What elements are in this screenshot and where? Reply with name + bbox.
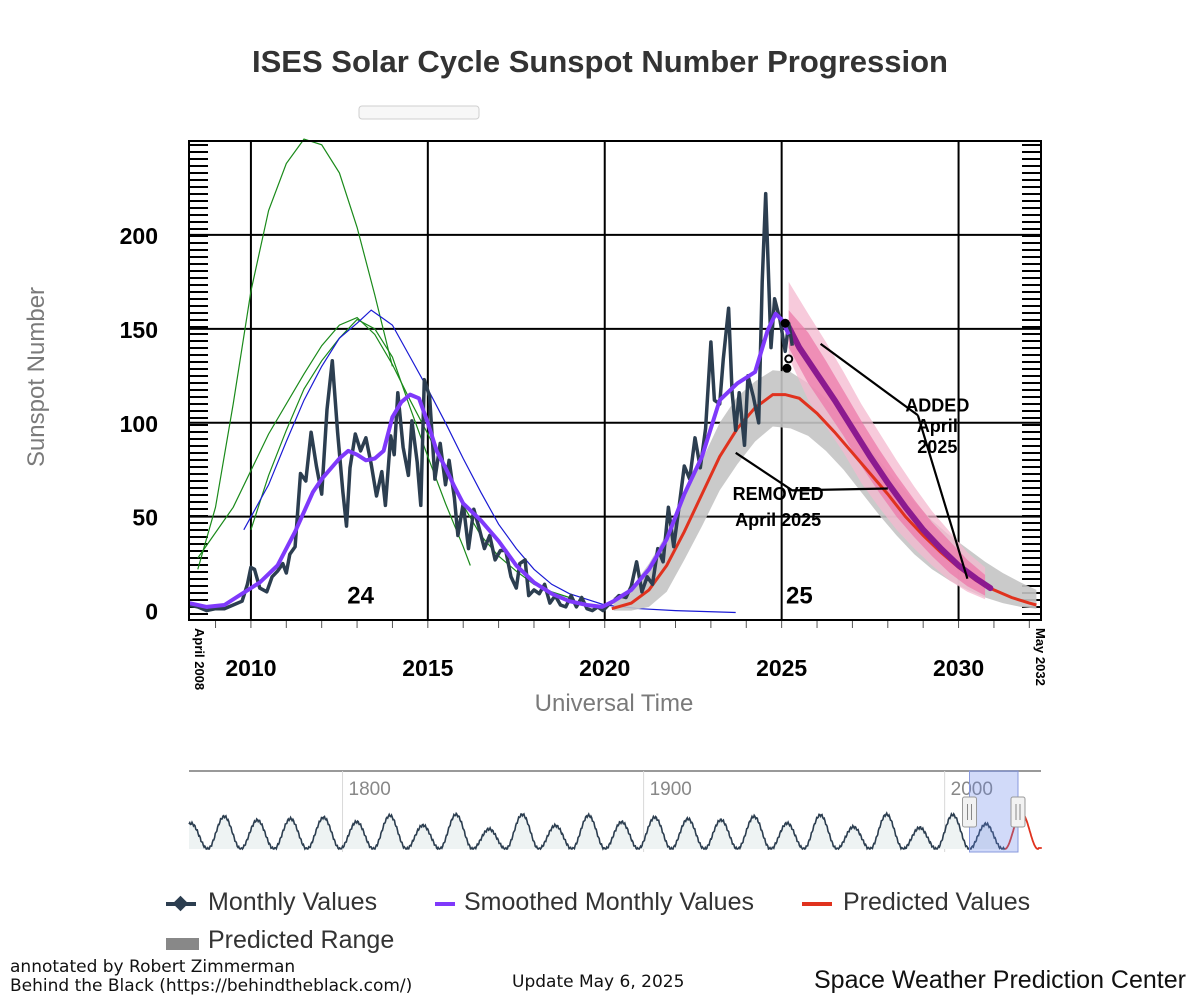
ref-blue-line [243, 309, 736, 614]
legend-predicted-range[interactable]: Predicted Range [208, 926, 395, 954]
chart-title: ISES Solar Cycle Sunspot Number Progress… [252, 44, 948, 79]
range-end-label: May 2032 [1033, 628, 1048, 686]
legend-smoothed-values[interactable]: Smoothed Monthly Values [464, 888, 754, 916]
predicted-range-band-1 [788, 281, 986, 600]
annotation-pointer [916, 414, 969, 580]
agency-name: Space Weather Prediction Center [814, 966, 1186, 994]
navigator-history-line [188, 811, 1006, 851]
ref-green-mid-line [197, 316, 570, 599]
marked-point [784, 354, 794, 364]
y-tick-label: 100 [120, 411, 158, 437]
credit-website: Behind the Black (https://behindtheblack… [10, 976, 413, 996]
navigator-year-label: 1900 [650, 779, 692, 800]
x-tick-label: 2015 [402, 655, 453, 681]
navigator-handle-right[interactable] [1010, 796, 1026, 828]
navigator-year-label: 1800 [349, 779, 391, 800]
legend-monthly-values[interactable]: Monthly Values [208, 888, 378, 916]
y-tick-label: 150 [120, 317, 158, 343]
cycle-label: 25 [786, 583, 813, 610]
predicted-range-band-2 [788, 310, 986, 596]
annotation-text: April [917, 416, 958, 436]
annotation-text: 2025 [917, 437, 957, 457]
ref-green-low-line [250, 318, 471, 566]
plot-border [188, 140, 1042, 621]
y-tick-label: 50 [132, 505, 158, 531]
navigator-handle-left[interactable] [961, 796, 977, 828]
marked-point [782, 363, 792, 373]
x-tick-label: 2030 [933, 655, 984, 681]
x-tick-label: 2020 [579, 655, 630, 681]
cycle-label: 24 [347, 583, 374, 610]
credit-annotation: annotated by Robert Zimmerman [10, 957, 296, 977]
annotation-text: April 2025 [735, 510, 821, 530]
legend-smoothed-symbol [435, 902, 455, 906]
navigator-year-label: 2000 [951, 779, 993, 800]
navigator-fill [189, 813, 1005, 849]
annotation-text: REMOVED [733, 484, 824, 504]
range-start-label: April 2008 [192, 628, 207, 690]
update-date: Update May 6, 2025 [512, 972, 685, 992]
legend-predicted-symbol [802, 902, 832, 906]
navigator-handle-icon [961, 796, 977, 828]
range-selector-button [358, 105, 480, 120]
annotation-pointer [819, 343, 919, 417]
x-tick-label: 2010 [225, 655, 276, 681]
legend-range-symbol [166, 938, 199, 950]
x-axis-label: Universal Time [534, 690, 694, 717]
monthly-values-line [188, 191, 795, 613]
y-tick-label: 200 [120, 223, 158, 249]
updated-prediction-line [785, 324, 994, 592]
y-axis-label: Sunspot Number [23, 286, 50, 468]
y-tick-label: 0 [145, 599, 158, 625]
legend-predicted-values[interactable]: Predicted Values [843, 888, 1031, 916]
annotation-text: ADDED [905, 395, 969, 415]
x-tick-label: 2025 [756, 655, 807, 681]
smoothed-values-line [188, 311, 791, 609]
ref-green-high-line [197, 138, 393, 570]
annotation-pointer [735, 451, 888, 492]
marked-point [780, 318, 790, 328]
navigator-handle-icon [1010, 796, 1026, 828]
